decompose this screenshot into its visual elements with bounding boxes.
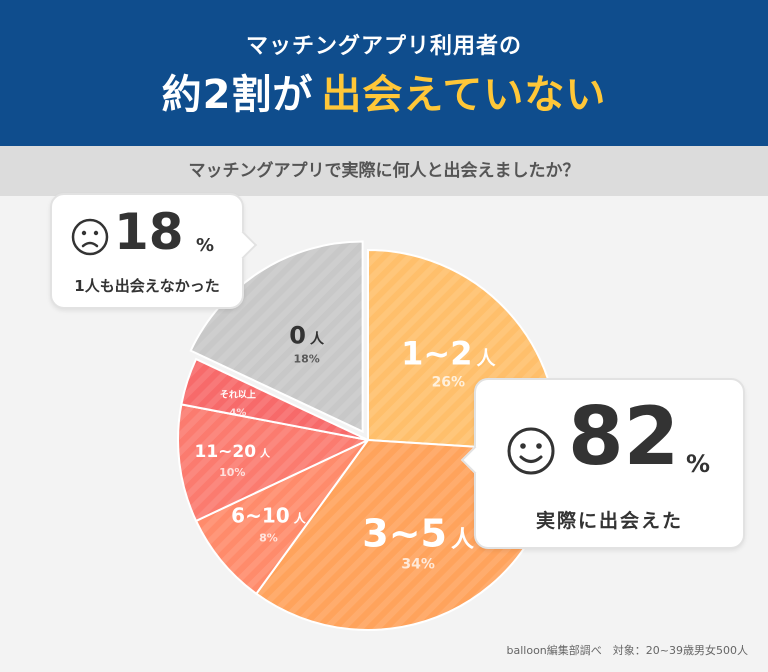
question-bar: マッチングアプリで実際に何人と出会えましたか？ xyxy=(0,146,768,196)
slice-pct-3: 10% xyxy=(219,466,245,479)
slice-label-1: 3~5 人 xyxy=(362,512,475,556)
header-subtitle: マッチングアプリ利用者の xyxy=(245,34,522,59)
pie-slice-texture-2 xyxy=(196,440,368,594)
callout-met: 82 % 実際に出会えた xyxy=(460,378,745,549)
callout-not-met-caption: 1人も出会えなかった xyxy=(74,277,220,295)
slice-pct-0: 26% xyxy=(432,375,466,391)
slice-label-0: 1~2 人 xyxy=(401,335,496,373)
slice-pct-2: 8% xyxy=(259,531,278,544)
header: マッチングアプリ利用者の 約2割が 出会えていない xyxy=(0,0,768,146)
slice-pct-1: 34% xyxy=(401,557,435,573)
slice-pct-4: 4% xyxy=(229,408,246,419)
slice-pct-5: 18% xyxy=(293,352,319,365)
callout-not-met-value: 18 xyxy=(114,203,184,261)
callout-not-met-unit: % xyxy=(196,235,215,256)
header-title-main: 約2割が xyxy=(161,72,314,118)
sad-face-icon xyxy=(71,218,109,256)
callout-met-caption: 実際に出会えた xyxy=(535,510,683,532)
callout-met-unit: % xyxy=(686,450,711,478)
pie-slice-texture-4 xyxy=(181,359,368,440)
smile-face-icon xyxy=(507,427,555,475)
callout-met-value: 82 xyxy=(568,390,680,483)
source-note: balloon編集部調べ 対象：20~39歳男女500人 xyxy=(506,644,748,657)
slice-label-2: 6~10 人 xyxy=(231,503,307,527)
header-title: 約2割が 出会えていない xyxy=(0,62,768,120)
callout-not-met: 18 % 1人も出会えなかった xyxy=(50,193,258,309)
header-title-highlight: 出会えていない xyxy=(321,72,607,118)
slice-label-3: 11~20 人 xyxy=(194,442,271,462)
pie-slice-texture-3 xyxy=(178,404,368,521)
slice-label-4: それ以上 xyxy=(220,389,256,401)
pie-slice-texture-5 xyxy=(190,241,363,432)
